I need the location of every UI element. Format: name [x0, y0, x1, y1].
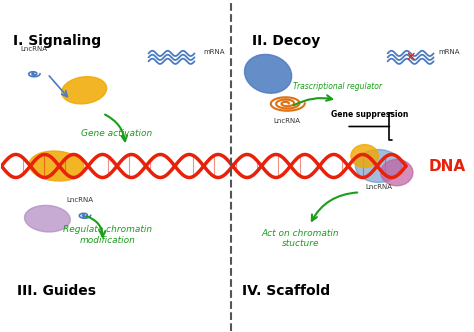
Text: III. Guides: III. Guides [17, 284, 96, 298]
Text: LncRNA: LncRNA [20, 46, 47, 52]
Ellipse shape [25, 206, 70, 232]
Text: I. Signaling: I. Signaling [12, 34, 100, 48]
Ellipse shape [356, 149, 401, 183]
Text: LncRNA: LncRNA [66, 197, 93, 203]
Text: LncRNA: LncRNA [273, 118, 300, 124]
Text: mRNA: mRNA [438, 49, 460, 55]
Text: ✕: ✕ [405, 51, 416, 64]
Text: mRNA: mRNA [204, 49, 225, 55]
Ellipse shape [62, 77, 107, 104]
Text: Act on chromatin
stucture: Act on chromatin stucture [262, 229, 339, 248]
Text: II. Decoy: II. Decoy [252, 34, 320, 48]
Ellipse shape [245, 54, 292, 93]
Text: Regulate chromatin
modification: Regulate chromatin modification [63, 225, 152, 245]
Ellipse shape [29, 151, 84, 181]
Ellipse shape [381, 159, 413, 186]
Ellipse shape [351, 145, 378, 168]
Text: LncRNA: LncRNA [365, 184, 392, 190]
Text: IV. Scaffold: IV. Scaffold [242, 284, 330, 298]
Text: Trascriptional regulator: Trascriptional regulator [292, 82, 382, 92]
Text: Gene suppression: Gene suppression [330, 110, 408, 119]
Text: DNA: DNA [429, 158, 466, 174]
Text: Gene activation: Gene activation [81, 128, 152, 137]
